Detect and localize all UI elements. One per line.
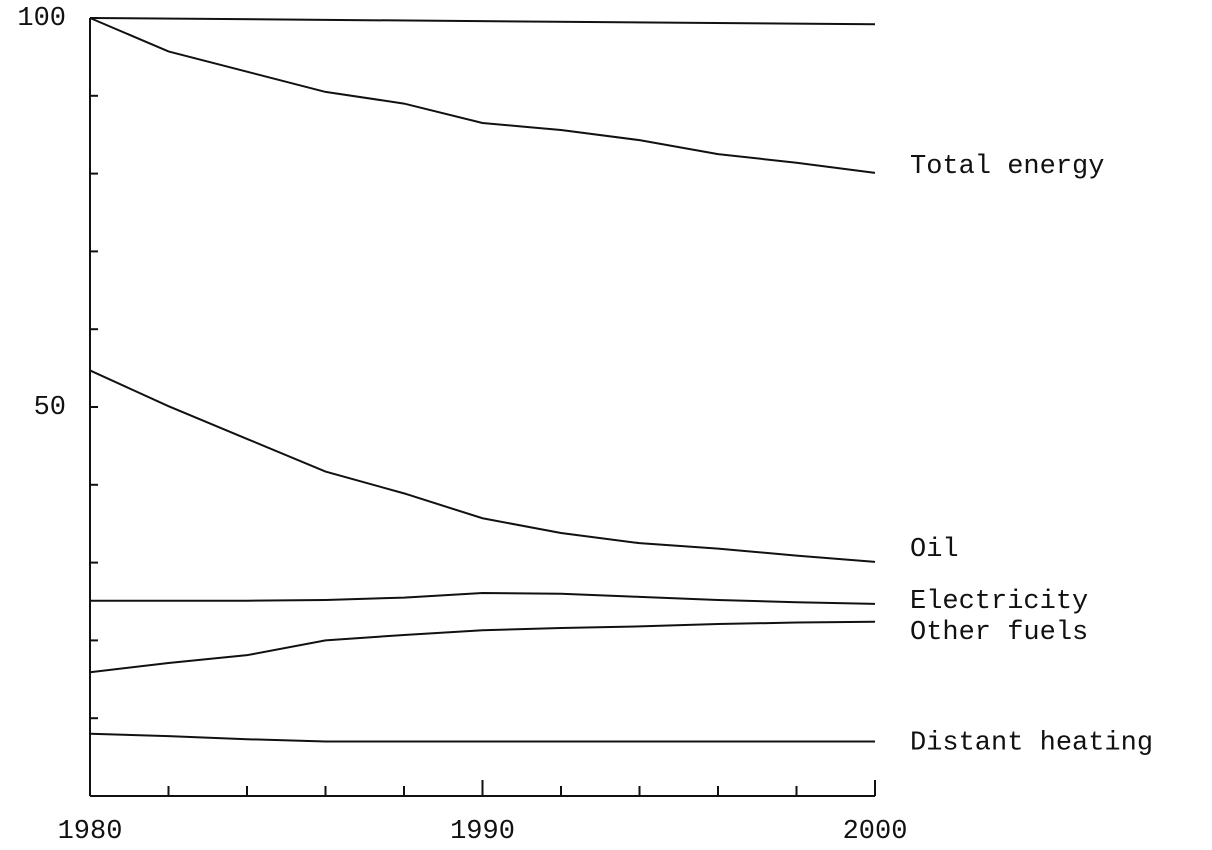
series-label: Oil — [910, 535, 959, 565]
line — [90, 591, 876, 605]
x-tick-label: 1990 — [450, 817, 515, 847]
x-tick-label: 1980 — [58, 817, 123, 847]
series-label: Electricity — [910, 587, 1088, 617]
line — [89, 732, 875, 743]
series-label: Other fuels — [910, 618, 1088, 648]
line — [89, 17, 876, 26]
y-tick-label: 50 — [34, 393, 66, 423]
x-tick-label: 2000 — [843, 817, 908, 847]
series-label: Total energy — [910, 152, 1104, 182]
y-tick-label: 100 — [17, 4, 66, 34]
series-label: Distant heating — [910, 729, 1153, 759]
line — [89, 17, 876, 174]
line — [89, 620, 876, 674]
line — [89, 369, 876, 563]
